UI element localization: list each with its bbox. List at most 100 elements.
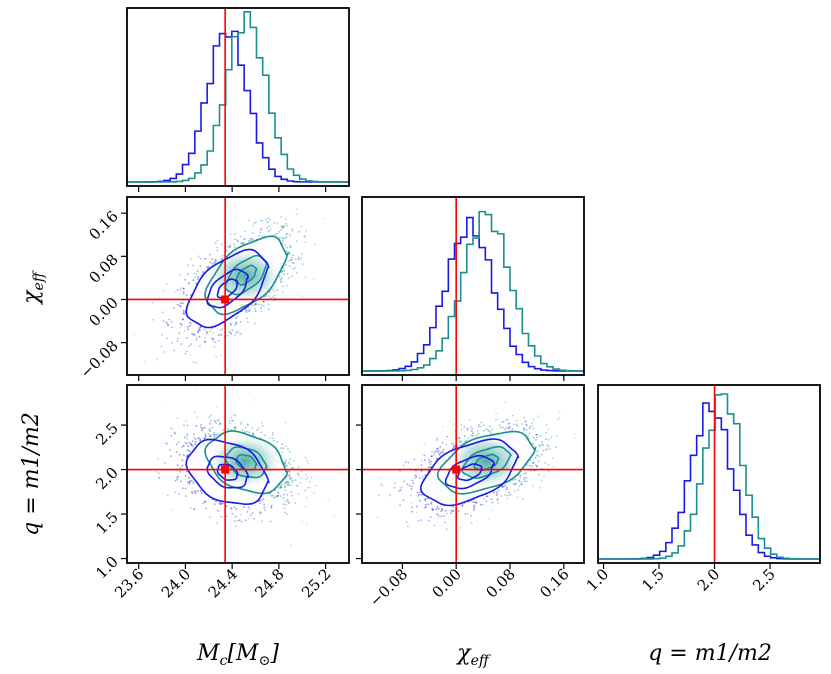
- sample-point: [183, 313, 186, 316]
- x-tick-label: 25.2: [298, 565, 334, 601]
- sample-point: [185, 294, 188, 297]
- sample-point: [445, 443, 448, 446]
- sample-point: [502, 486, 505, 488]
- sample-point: [450, 509, 453, 512]
- sample-point: [230, 333, 232, 335]
- sample-point: [263, 506, 266, 509]
- sample-point: [529, 426, 531, 428]
- sample-point: [238, 519, 241, 522]
- sample-point: [518, 485, 521, 488]
- sample-point: [444, 509, 447, 512]
- panel-frame: [361, 196, 585, 376]
- sample-point: [240, 242, 242, 244]
- sample-point: [254, 307, 257, 310]
- contour-series-1: [419, 438, 520, 507]
- sample-point: [240, 520, 243, 523]
- sample-point: [268, 225, 270, 228]
- sample-point: [166, 337, 168, 340]
- sample-point: [259, 229, 262, 231]
- sample-point: [444, 521, 447, 524]
- sample-point: [297, 256, 300, 258]
- sample-point: [190, 443, 193, 446]
- panel-frame: [361, 384, 585, 564]
- sample-point: [292, 254, 294, 257]
- sample-point: [471, 500, 474, 503]
- sample-point: [485, 500, 488, 503]
- sample-point: [508, 491, 510, 494]
- sample-point: [332, 514, 335, 517]
- sample-point: [289, 478, 292, 481]
- sample-point: [245, 430, 248, 433]
- sample-point: [305, 523, 308, 526]
- sample-point: [419, 491, 421, 493]
- sample-point: [535, 433, 538, 436]
- sample-point: [402, 499, 405, 502]
- sample-point: [258, 427, 260, 430]
- sample-point: [176, 289, 179, 291]
- sample-point: [283, 482, 286, 485]
- sample-point: [268, 436, 271, 439]
- sample-point: [509, 493, 512, 496]
- sample-point: [323, 217, 326, 220]
- sample-point: [450, 512, 452, 515]
- sample-point: [305, 229, 307, 232]
- x-tick-label: 1.0: [583, 565, 613, 595]
- sample-point: [516, 496, 519, 498]
- sample-point: [262, 300, 265, 303]
- sample-point: [185, 495, 187, 497]
- sample-point: [303, 235, 306, 237]
- sample-point: [430, 460, 433, 463]
- sample-point: [188, 481, 191, 484]
- sample-point: [288, 260, 291, 262]
- sample-point: [176, 340, 179, 342]
- sample-point: [183, 424, 185, 427]
- sample-point: [410, 487, 413, 490]
- sample-point: [269, 228, 272, 231]
- sample-point: [181, 445, 184, 448]
- sample-point: [423, 454, 426, 456]
- sample-point: [208, 516, 211, 518]
- x-tick-label: 2.0: [694, 565, 724, 595]
- sample-point: [435, 457, 438, 460]
- sample-point: [240, 333, 243, 335]
- sample-point: [286, 498, 289, 501]
- sample-point: [251, 238, 253, 240]
- sample-point: [475, 520, 478, 523]
- sample-point: [497, 502, 499, 505]
- sample-point: [180, 343, 183, 345]
- sample-point: [284, 421, 287, 424]
- sample-point: [282, 285, 284, 288]
- sample-point: [279, 495, 282, 497]
- x-tick-label: 2.5: [749, 565, 779, 595]
- sample-point: [217, 339, 220, 342]
- sample-point: [408, 484, 411, 487]
- sample-point: [523, 477, 526, 480]
- sample-point: [307, 486, 309, 489]
- sample-point: [184, 475, 187, 477]
- sample-point: [170, 427, 173, 429]
- sample-point: [521, 423, 523, 425]
- sample-point: [168, 318, 171, 321]
- sample-point: [239, 321, 242, 323]
- sample-point: [271, 494, 274, 497]
- sample-point: [251, 512, 254, 514]
- sample-point: [267, 221, 269, 224]
- sample-point: [405, 521, 408, 524]
- sample-point: [304, 241, 307, 244]
- sample-point: [213, 433, 216, 436]
- sample-point: [161, 333, 163, 336]
- sample-point: [415, 511, 418, 514]
- sample-point: [199, 329, 201, 332]
- sample-point: [209, 435, 211, 438]
- sample-point: [239, 332, 241, 335]
- sample-point: [525, 472, 527, 474]
- sample-point: [524, 420, 526, 423]
- sample-point: [188, 477, 190, 479]
- sample-point: [219, 354, 222, 357]
- sample-point: [440, 515, 443, 518]
- sample-point: [182, 454, 185, 456]
- sample-point: [278, 236, 281, 239]
- sample-point: [236, 315, 239, 318]
- sample-point: [527, 434, 529, 437]
- sample-point: [249, 237, 252, 240]
